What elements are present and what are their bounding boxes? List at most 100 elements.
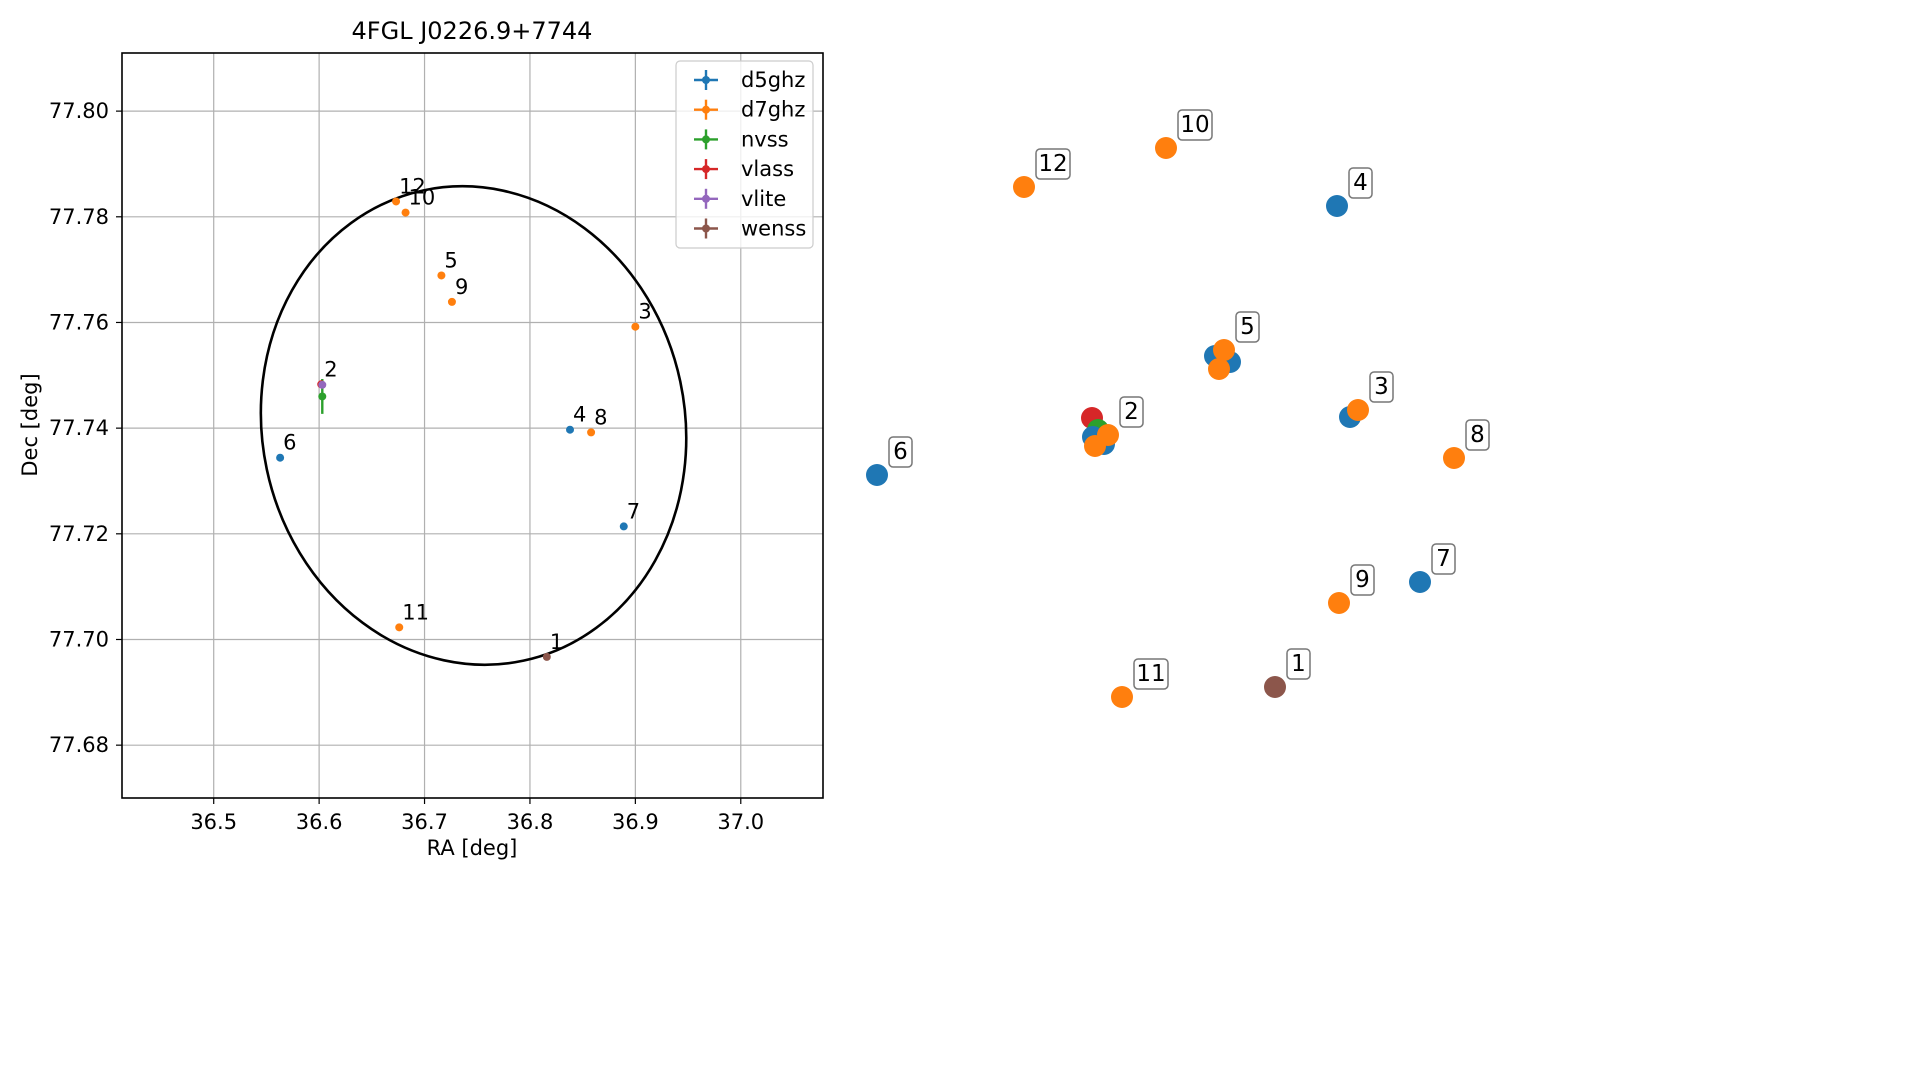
point-label: 10 <box>409 186 436 210</box>
point-d5ghz <box>566 425 575 434</box>
x-tick-label: 36.7 <box>401 810 448 834</box>
x-tick-label: 37.0 <box>717 810 764 834</box>
map-label: 7 <box>1436 546 1451 572</box>
map-label-box <box>1286 648 1311 680</box>
legend-label-vlite: vlite <box>741 187 786 211</box>
map-label-box <box>1431 543 1456 575</box>
point-label: 4 <box>573 403 586 427</box>
map-label-box <box>888 436 913 468</box>
x-axis-label: RA [deg] <box>427 836 518 860</box>
point-vlite <box>318 380 327 389</box>
legend-marker-wenss <box>702 224 710 233</box>
point-label: 1 <box>550 630 563 654</box>
error-ellipse-layer <box>259 184 688 667</box>
legend-label-vlass: vlass <box>741 157 794 181</box>
y-tick-label: 77.68 <box>49 733 109 757</box>
y-tick-label: 77.72 <box>49 522 109 546</box>
legend-marker-nvss <box>702 135 710 144</box>
map-marker <box>1084 435 1106 457</box>
point-label: 8 <box>594 405 607 429</box>
point-label: 2 <box>324 357 337 381</box>
legend-marker-d7ghz <box>702 105 710 114</box>
legend-label-d7ghz: d7ghz <box>741 98 805 122</box>
map-label: 12 <box>1038 151 1067 177</box>
point-label: 7 <box>627 499 640 523</box>
map-label: 6 <box>893 439 908 465</box>
map-label: 8 <box>1470 422 1485 448</box>
x-tick-label: 36.9 <box>612 810 659 834</box>
map-label-box <box>1369 371 1394 403</box>
plot-frame <box>121 52 824 799</box>
point-d7ghz <box>392 197 401 206</box>
point-label: 12 <box>399 174 426 198</box>
point-d7ghz <box>447 297 456 306</box>
y-tick-label: 77.76 <box>49 310 109 334</box>
point-wenss <box>542 652 551 661</box>
map-label: 11 <box>1136 661 1165 687</box>
map-label: 10 <box>1180 112 1209 138</box>
legend-marker-d5ghz <box>702 76 710 84</box>
y-tick-label: 77.74 <box>49 416 109 440</box>
y-tick-label: 77.70 <box>49 627 109 651</box>
map-marker <box>1326 195 1348 217</box>
point-label: 11 <box>402 600 429 624</box>
map-label-box <box>1177 109 1213 141</box>
point-label: 5 <box>444 248 457 272</box>
point-d7ghz <box>437 271 446 280</box>
point-d7ghz <box>631 322 640 331</box>
legend-box <box>675 60 814 249</box>
map-label-box <box>1465 419 1490 451</box>
x-tick-label: 36.5 <box>190 810 237 834</box>
map-label-box <box>1035 148 1071 180</box>
y-tick-label: 77.80 <box>49 99 109 123</box>
x-tick-label: 36.8 <box>507 810 554 834</box>
chart-title: 4FGL J0226.9+7744 <box>352 17 593 45</box>
legend-label-wenss: wenss <box>741 217 806 241</box>
map-marker <box>866 464 888 486</box>
point-nvss <box>318 392 327 401</box>
y-axis-label: Dec [deg] <box>18 373 42 476</box>
map-label: 2 <box>1124 399 1139 425</box>
map-marker <box>1208 358 1230 380</box>
map-label-box <box>1348 167 1373 199</box>
map-label-box <box>1350 564 1375 596</box>
point-label: 6 <box>283 431 296 455</box>
legend: d5ghz d7ghz nvss vlass vlite wenss <box>675 60 814 249</box>
legend-marker-vlass <box>702 165 710 174</box>
point-label: 3 <box>638 300 651 324</box>
point-label: 9 <box>455 275 468 299</box>
map-marker <box>1347 399 1369 421</box>
map-marker <box>1443 447 1465 469</box>
legend-label-nvss: nvss <box>741 127 789 151</box>
map-label: 1 <box>1291 651 1306 677</box>
point-d5ghz <box>619 522 628 531</box>
legend-marker-vlite <box>702 194 710 203</box>
x-tick-label: 36.6 <box>296 810 343 834</box>
error-ellipse <box>259 184 688 667</box>
map-marker <box>1328 592 1350 614</box>
map-marker <box>1264 676 1286 698</box>
map-label: 3 <box>1374 374 1389 400</box>
map-label: 4 <box>1353 170 1368 196</box>
map-marker <box>1013 176 1035 198</box>
point-d7ghz <box>401 208 410 217</box>
map-label: 9 <box>1355 567 1370 593</box>
point-d5ghz <box>276 453 285 462</box>
map-label-box <box>1119 396 1144 428</box>
y-tick-label: 77.78 <box>49 205 109 229</box>
map-label: 5 <box>1240 314 1255 340</box>
axis-ticks: 36.5 36.6 36.7 36.8 36.9 37.0 77.68 77.70 77.72 7… <box>49 99 764 834</box>
map-label-box <box>1133 658 1169 690</box>
map-label-box <box>1235 311 1260 343</box>
map-marker <box>1111 686 1133 708</box>
map-marker <box>1213 339 1235 361</box>
point-d7ghz <box>587 428 596 437</box>
map-marker <box>1155 137 1177 159</box>
map-marker <box>1409 571 1431 593</box>
legend-label-d5ghz: d5ghz <box>741 68 805 92</box>
point-d7ghz <box>395 623 404 632</box>
